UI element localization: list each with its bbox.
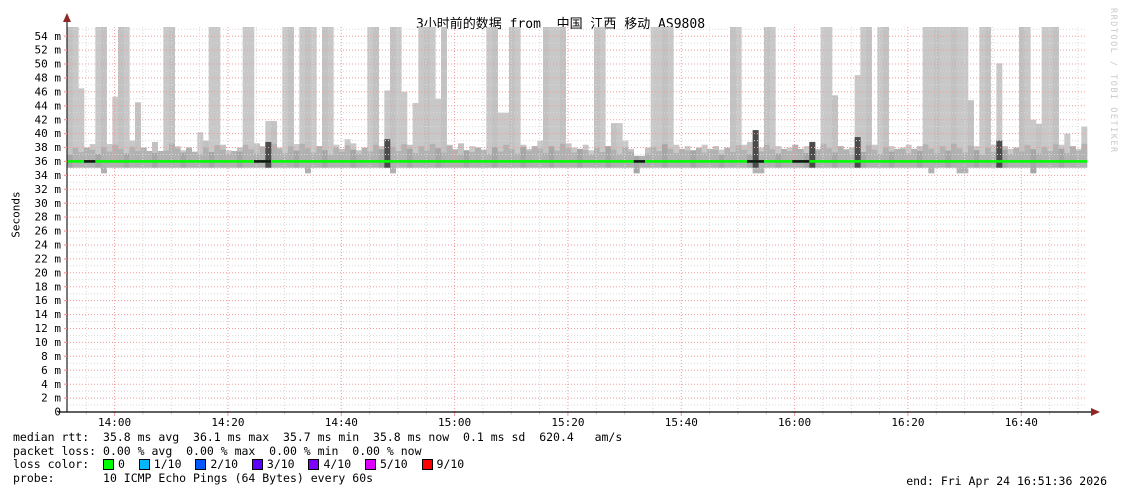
svg-text:14:00: 14:00	[98, 416, 131, 429]
svg-text:26 m: 26 m	[35, 225, 62, 238]
svg-text:20 m: 20 m	[35, 266, 62, 279]
packet-loss-label: packet loss:	[13, 443, 104, 458]
chart-legend: median rtt: 35.8 ms avg 36.1 ms max 35.7…	[13, 430, 623, 486]
svg-text:38 m: 38 m	[35, 141, 62, 154]
svg-text:50 m: 50 m	[35, 58, 62, 71]
svg-text:54 m: 54 m	[35, 30, 62, 43]
loss-color-value: 4/10	[323, 457, 365, 472]
median-rtt-row: median rtt: 35.8 ms avg 36.1 ms max 35.7…	[13, 430, 623, 445]
loss-color-swatch	[308, 459, 320, 471]
svg-text:32 m: 32 m	[35, 183, 62, 196]
svg-text:28 m: 28 m	[35, 211, 62, 224]
svg-text:22 m: 22 m	[35, 253, 62, 266]
svg-text:44 m: 44 m	[35, 99, 62, 112]
svg-text:52 m: 52 m	[35, 44, 62, 57]
loss-color-swatch	[364, 459, 376, 471]
loss-color-value: 2/10	[210, 457, 252, 472]
loss-color-value: 9/10	[436, 457, 479, 472]
loss-color-value: 3/10	[266, 457, 309, 472]
median-rtt-label: median rtt:	[13, 430, 104, 444]
end-timestamp: end: Fri Apr 24 16:51:36 2026	[906, 474, 1107, 488]
svg-text:46 m: 46 m	[35, 85, 62, 98]
svg-text:30 m: 30 m	[35, 197, 62, 210]
svg-text:36 m: 36 m	[35, 155, 62, 168]
svg-text:15:40: 15:40	[665, 416, 698, 429]
svg-text:2 m: 2 m	[41, 392, 61, 405]
svg-text:14 m: 14 m	[35, 308, 62, 321]
svg-text:15:20: 15:20	[551, 416, 584, 429]
loss-color-swatch	[195, 459, 207, 471]
packet-loss-values: 0.00 % avg 0.00 % max 0.00 % min 0.00 % …	[103, 443, 422, 458]
svg-text:16:00: 16:00	[778, 416, 811, 429]
svg-text:10 m: 10 m	[35, 336, 62, 349]
svg-text:16:40: 16:40	[1005, 416, 1038, 429]
loss-color-swatch	[421, 459, 433, 471]
loss-color-swatch	[251, 459, 263, 471]
svg-text:34 m: 34 m	[35, 169, 62, 182]
loss-color-swatch	[138, 459, 150, 471]
probe-text: 10 ICMP Echo Pings (64 Bytes) every 60s	[103, 470, 374, 485]
svg-text:40 m: 40 m	[35, 127, 62, 140]
loss-color-value: 5/10	[379, 457, 422, 472]
svg-text:24 m: 24 m	[35, 239, 62, 252]
loss-color-value: 0	[118, 457, 139, 472]
svg-text:16:20: 16:20	[891, 416, 924, 429]
svg-text:6 m: 6 m	[41, 364, 61, 377]
loss-color-row: loss color: 0 1/10 2/10 3/10 4/10 5/10 9…	[13, 458, 622, 472]
probe-label: probe:	[13, 470, 104, 485]
median-rtt-values: 35.8 ms avg 36.1 ms max 35.7 ms min 35.8…	[103, 430, 623, 444]
loss-color-swatches: 0 1/10 2/10 3/10 4/10 5/10 9/10	[103, 458, 478, 472]
svg-text:4 m: 4 m	[41, 378, 61, 391]
loss-color-swatch	[103, 459, 115, 471]
packet-loss-row: packet loss: 0.00 % avg 0.00 % max 0.00 …	[13, 443, 622, 459]
loss-color-value: 1/10	[153, 457, 196, 472]
svg-text:14:20: 14:20	[211, 416, 244, 429]
svg-text:15:00: 15:00	[438, 416, 471, 429]
svg-text:0: 0	[54, 406, 61, 419]
svg-text:12 m: 12 m	[35, 322, 62, 335]
loss-color-label: loss color:	[13, 457, 104, 472]
svg-text:42 m: 42 m	[35, 113, 62, 126]
svg-text:18 m: 18 m	[35, 280, 62, 293]
svg-text:16 m: 16 m	[35, 294, 62, 307]
rrdtool-watermark: RRDTOOL / TOBI OETIKER	[1108, 8, 1118, 154]
svg-text:14:40: 14:40	[325, 416, 358, 429]
chart-plot-area: 02 m4 m6 m8 m10 m12 m14 m16 m18 m20 m22 …	[35, 13, 1100, 429]
svg-text:8 m: 8 m	[41, 350, 61, 363]
probe-row: probe: 10 ICMP Echo Pings (64 Bytes) eve…	[13, 470, 622, 486]
svg-text:48 m: 48 m	[35, 72, 62, 85]
